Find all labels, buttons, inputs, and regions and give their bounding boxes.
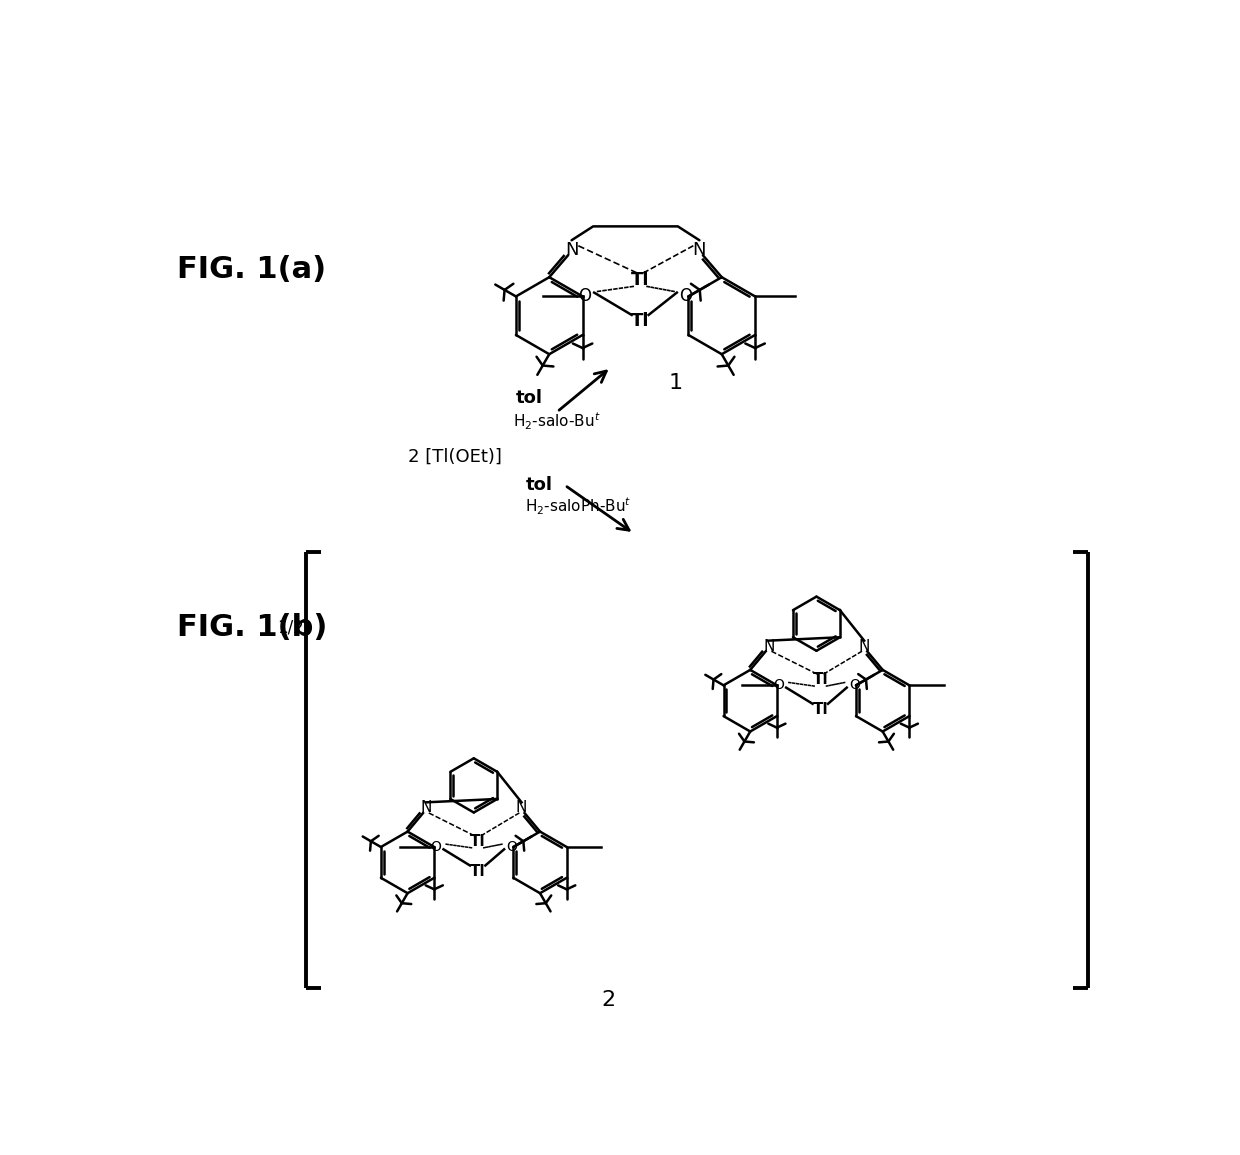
- Text: Tl: Tl: [631, 312, 650, 330]
- Text: O: O: [680, 286, 693, 305]
- Text: Tl: Tl: [470, 834, 486, 849]
- Text: N: N: [565, 241, 578, 259]
- Text: N: N: [763, 639, 775, 654]
- Text: 1: 1: [668, 373, 682, 393]
- Text: 1/2: 1/2: [277, 619, 304, 636]
- Text: FIG. 1(b): FIG. 1(b): [177, 613, 327, 642]
- Text: O: O: [849, 678, 859, 692]
- Text: tol: tol: [516, 389, 543, 407]
- Text: O: O: [578, 286, 591, 305]
- Text: N: N: [693, 241, 706, 259]
- Text: H$_2$-saloPh-Bu$^t$: H$_2$-saloPh-Bu$^t$: [525, 495, 631, 516]
- Text: Tl: Tl: [631, 270, 650, 289]
- Text: O: O: [430, 840, 441, 854]
- Text: Tl: Tl: [812, 702, 828, 717]
- Text: O: O: [506, 840, 517, 854]
- Text: H$_2$-salo-Bu$^t$: H$_2$-salo-Bu$^t$: [513, 410, 600, 432]
- Text: O: O: [773, 678, 784, 692]
- Text: FIG. 1(a): FIG. 1(a): [177, 255, 326, 284]
- Text: N: N: [516, 800, 527, 815]
- Text: 2: 2: [601, 990, 615, 1011]
- Text: N: N: [858, 639, 870, 654]
- Text: N: N: [420, 800, 432, 815]
- Text: 2 [Tl(OEt)]: 2 [Tl(OEt)]: [408, 448, 501, 465]
- Text: Tl: Tl: [812, 672, 828, 687]
- Text: Tl: Tl: [470, 864, 486, 879]
- Text: tol: tol: [526, 476, 553, 494]
